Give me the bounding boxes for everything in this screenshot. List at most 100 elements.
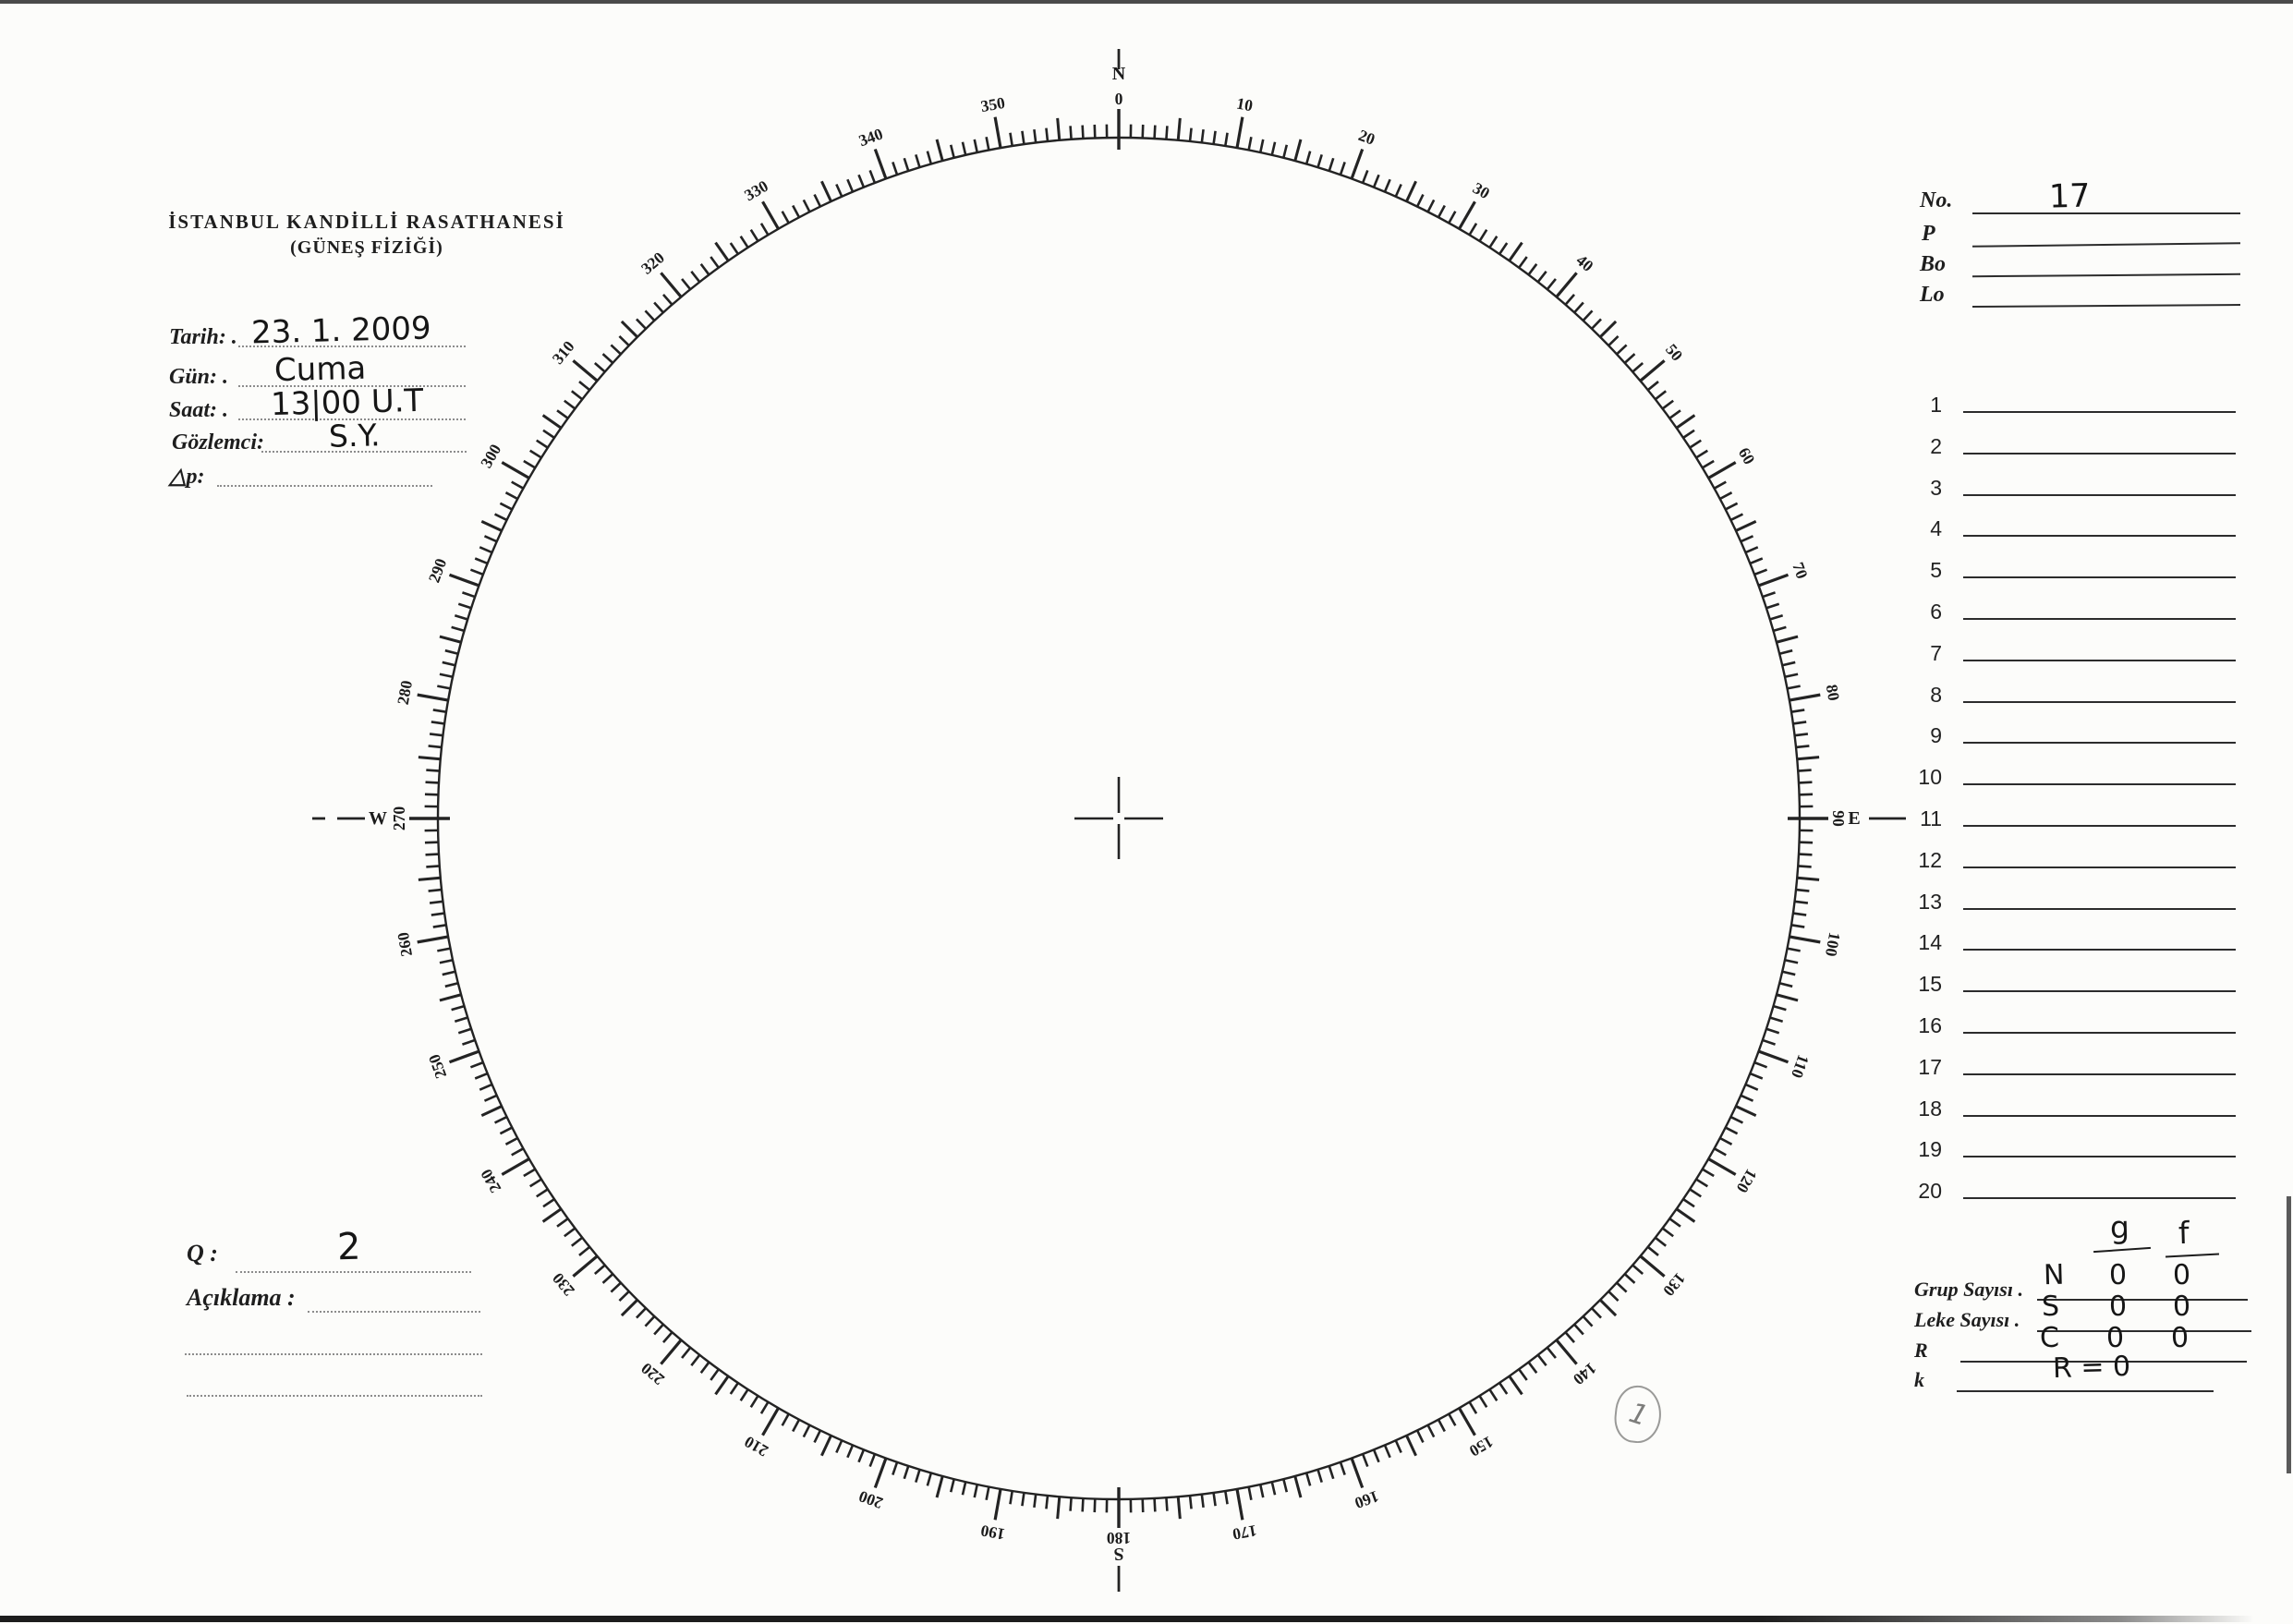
row-number: 13	[1918, 889, 1942, 914]
row-number: 7	[1930, 640, 1942, 665]
summary-row-value: 0	[2172, 1290, 2191, 1324]
observation-row: 2	[1903, 434, 2241, 462]
row-blank-line	[1963, 742, 2236, 745]
degree-ticks	[409, 109, 1828, 1528]
svg-text:230: 230	[548, 1269, 577, 1300]
row-number: 15	[1918, 972, 1942, 997]
svg-text:N: N	[1112, 64, 1126, 84]
circled-note-value: 1	[1625, 1396, 1652, 1434]
row-number: 19	[1918, 1137, 1942, 1162]
saat-value: 13|00 U.T	[270, 382, 424, 424]
row-number: 11	[1920, 806, 1942, 830]
svg-text:50: 50	[1662, 340, 1687, 364]
observation-row: 3	[1903, 476, 2241, 503]
svg-text:20: 20	[1356, 126, 1378, 149]
summary-row-line	[1960, 1361, 2247, 1363]
aciklama-label: Açıklama :	[187, 1284, 296, 1311]
svg-text:40: 40	[1572, 250, 1596, 275]
svg-text:140: 140	[1570, 1359, 1600, 1388]
row-blank-line	[1963, 1114, 2236, 1117]
observation-row: 12	[1903, 848, 2241, 876]
saat-label: Saat: .	[169, 398, 229, 422]
summary-row-value: 0	[2108, 1290, 2128, 1324]
degree-labels: 1020304050607080100110120130140150160170…	[394, 93, 1844, 1544]
lo-label: Lo	[1920, 283, 1945, 307]
row-number: 8	[1930, 682, 1942, 707]
svg-text:340: 340	[856, 124, 886, 150]
svg-text:270: 270	[390, 806, 408, 831]
svg-text:0: 0	[1115, 90, 1123, 108]
row-blank-line	[1963, 1073, 2236, 1075]
row-number: 1	[1930, 393, 1942, 417]
summary-row-value: 0	[2108, 1258, 2128, 1292]
row-blank-line	[1963, 1156, 2236, 1158]
gozlemci-line	[261, 451, 467, 453]
scan-right-edge	[2287, 1196, 2291, 1473]
tarih-label: Tarih: .	[169, 325, 237, 349]
row-number: 20	[1918, 1179, 1942, 1204]
observation-row: 18	[1903, 1097, 2241, 1124]
svg-text:280: 280	[394, 679, 416, 707]
summary-row-line	[1957, 1390, 2214, 1392]
tarih-line	[238, 345, 466, 347]
row-blank-line	[1963, 700, 2236, 703]
row-blank-line	[1963, 535, 2236, 538]
svg-text:120: 120	[1732, 1166, 1761, 1196]
row-blank-line	[1963, 866, 2236, 868]
p-label: P	[1922, 222, 1935, 246]
q-label: Q :	[187, 1240, 218, 1266]
observation-row: 1	[1903, 393, 2241, 420]
summary-row-value: C	[2039, 1321, 2060, 1355]
svg-text:100: 100	[1822, 931, 1844, 959]
dp-line	[217, 485, 432, 487]
no-line	[1972, 212, 2240, 214]
aciklama-line-2	[185, 1353, 482, 1355]
no-value: 17	[2048, 177, 2092, 216]
summary-row-value: 0	[2170, 1321, 2190, 1355]
svg-text:330: 330	[741, 176, 771, 205]
dp-label: △p:	[169, 465, 205, 489]
row-blank-line	[1963, 783, 2236, 786]
summary-row-value: S	[2041, 1290, 2060, 1324]
gun-value: Cuma	[273, 349, 367, 390]
observation-row: 17	[1903, 1055, 2241, 1083]
summary-row-label: k	[1914, 1368, 1924, 1391]
row-blank-line	[1963, 907, 2236, 910]
summary-row-value: N	[2043, 1258, 2065, 1292]
svg-text:250: 250	[424, 1051, 450, 1081]
summary-row-label: Grup Sayısı .	[1914, 1278, 2023, 1301]
svg-text:70: 70	[1789, 560, 1812, 582]
row-number: 2	[1930, 433, 1942, 458]
observation-row: 14	[1903, 930, 2241, 958]
department-name: (GÜNEŞ FİZİĞİ)	[290, 237, 443, 258]
row-number: 9	[1930, 723, 1942, 748]
svg-text:110: 110	[1788, 1052, 1814, 1081]
row-number: 18	[1918, 1096, 1942, 1121]
observation-row: 6	[1903, 600, 2241, 627]
observation-row: 9	[1903, 723, 2241, 751]
scan-top-edge	[0, 0, 2293, 4]
svg-text:350: 350	[979, 93, 1007, 115]
observation-row: 15	[1903, 972, 2241, 1000]
observation-row: 10	[1903, 765, 2241, 793]
q-line	[236, 1271, 471, 1273]
svg-text:90: 90	[1829, 810, 1848, 827]
summary-row-label: R	[1914, 1339, 1928, 1362]
row-number: 5	[1930, 558, 1942, 583]
svg-text:10: 10	[1235, 94, 1255, 115]
row-blank-line	[1963, 949, 2236, 951]
observation-row: 20	[1903, 1179, 2241, 1206]
row-number: 10	[1918, 765, 1942, 790]
summary-row-line	[2037, 1299, 2248, 1301]
summary-col-header: g	[2109, 1208, 2130, 1246]
summary-row-label: Leke Sayısı .	[1914, 1308, 2020, 1331]
q-value: 2	[336, 1225, 362, 1269]
observation-row: 13	[1903, 890, 2241, 917]
observatory-name: İSTANBUL KANDİLLİ RASATHANESİ	[168, 211, 565, 233]
observation-row: 16	[1903, 1013, 2241, 1041]
observation-row: 19	[1903, 1137, 2241, 1165]
row-number: 6	[1930, 600, 1942, 624]
